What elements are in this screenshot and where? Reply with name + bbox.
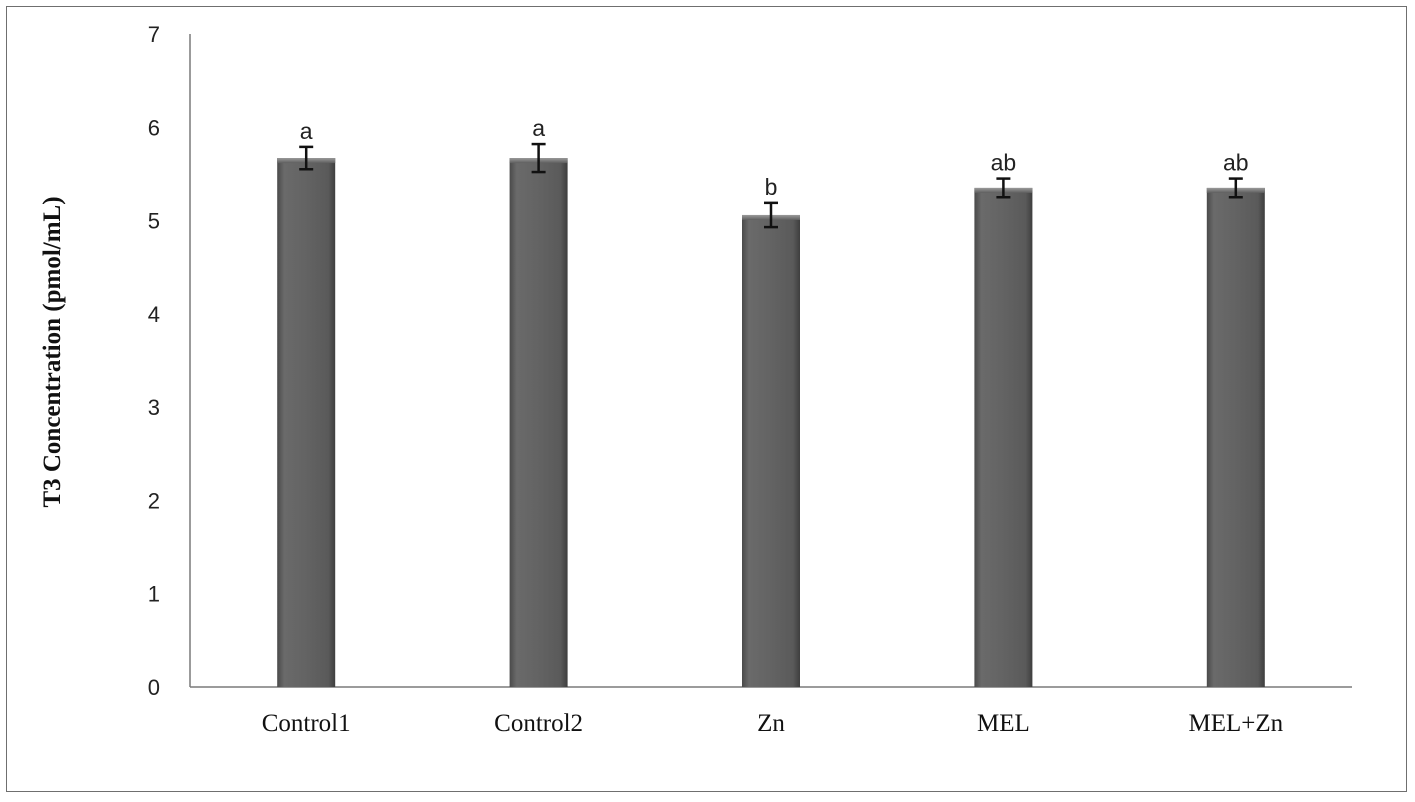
significance-label: a: [300, 118, 313, 144]
bar: [742, 214, 800, 687]
y-tick-label: 1: [148, 582, 160, 607]
significance-label: ab: [1223, 150, 1249, 176]
x-tick-labels: Control1 Control2 Zn MEL MEL+Zn: [262, 710, 1284, 737]
y-tick-label: 2: [148, 488, 160, 513]
y-tick-label: 6: [148, 115, 160, 140]
x-tick-label: Control2: [494, 710, 583, 737]
significance-label: b: [765, 174, 778, 200]
x-tick-label: Control1: [262, 710, 351, 737]
y-tick-labels: 0 1 2 3 4 5 6 7: [148, 22, 160, 700]
y-tick-label: 3: [148, 395, 160, 420]
y-tick-label: 4: [148, 302, 160, 327]
y-tick-label: 5: [148, 209, 160, 234]
y-tick-label: 0: [148, 675, 160, 700]
x-tick-label: MEL+Zn: [1188, 710, 1283, 737]
x-tick-label: MEL: [977, 710, 1030, 737]
bars: [277, 158, 1265, 687]
y-axis-label: T3 Concentration (pmol/mL): [39, 196, 66, 507]
y-tick-label: 7: [148, 22, 160, 47]
bar: [974, 187, 1033, 687]
bar: [277, 158, 336, 687]
bar: [1206, 187, 1265, 687]
bar: [509, 158, 568, 687]
error-bars: [299, 142, 1243, 229]
chart-frame: [6, 6, 1407, 792]
x-tick-label: Zn: [757, 710, 785, 737]
significance-label: a: [532, 115, 545, 141]
significance-label: ab: [991, 150, 1017, 176]
